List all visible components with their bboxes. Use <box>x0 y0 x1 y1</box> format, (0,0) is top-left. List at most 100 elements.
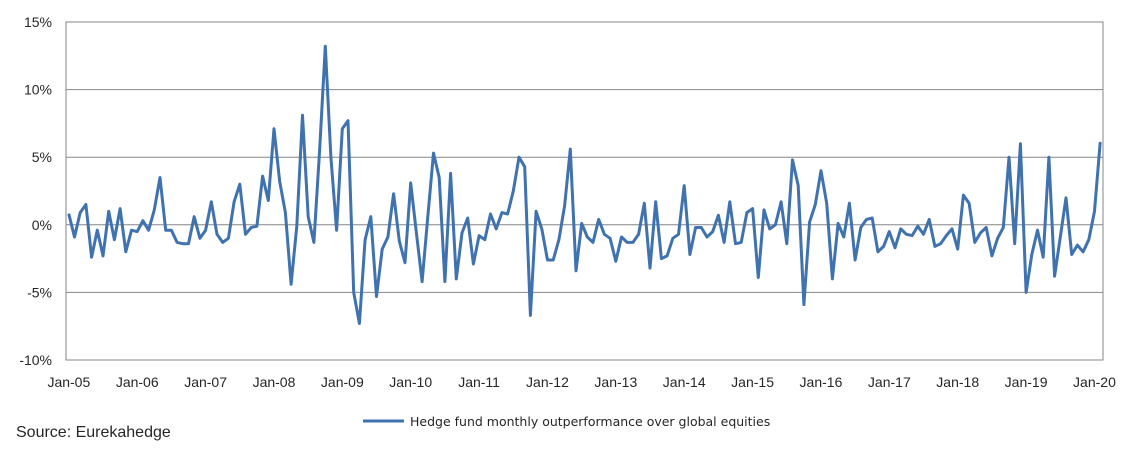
x-tick-label: Jan-12 <box>526 374 569 390</box>
data-point <box>580 222 583 225</box>
data-point <box>518 156 520 158</box>
data-point <box>729 201 731 203</box>
data-point <box>854 259 856 261</box>
data-point <box>472 263 475 265</box>
data-point <box>301 114 304 117</box>
data-point <box>352 291 355 294</box>
data-point <box>575 270 577 272</box>
data-point <box>193 215 195 218</box>
data-point <box>609 237 611 240</box>
x-tick-label: Jan-15 <box>731 374 774 390</box>
data-point <box>922 233 925 236</box>
data-point <box>398 240 401 242</box>
data-point <box>831 278 834 280</box>
data-point <box>786 242 788 245</box>
data-point <box>1042 256 1044 259</box>
data-point <box>1036 229 1039 231</box>
data-point <box>73 236 76 238</box>
data-point <box>968 202 970 204</box>
data-point <box>529 314 532 317</box>
data-point <box>250 226 252 229</box>
data-point <box>717 214 720 217</box>
data-point <box>164 229 167 231</box>
x-tick-label: Jan-09 <box>321 374 364 390</box>
data-point <box>512 190 515 192</box>
data-point <box>820 169 822 172</box>
y-tick-label: 0% <box>32 217 52 233</box>
data-point <box>370 215 372 218</box>
x-tick-label: Jan-05 <box>47 374 90 390</box>
data-point <box>1048 156 1050 158</box>
data-point <box>484 238 486 241</box>
data-point <box>991 255 993 257</box>
data-point <box>1059 236 1062 238</box>
y-tick-label: -10% <box>19 352 52 368</box>
data-point <box>757 276 760 279</box>
data-point <box>267 199 270 202</box>
data-point <box>643 202 646 204</box>
data-point <box>409 182 412 184</box>
series-group <box>67 44 1102 325</box>
data-point <box>1070 253 1073 256</box>
data-point <box>637 233 640 236</box>
data-point <box>495 228 498 230</box>
data-point <box>546 259 549 261</box>
data-point <box>1013 242 1016 245</box>
data-point <box>734 242 737 245</box>
data-point <box>694 226 697 229</box>
data-point <box>204 229 207 231</box>
y-axis-ticks: -10% -5% 0% 5% 10% 15% <box>19 14 52 368</box>
x-tick-label: Jan-14 <box>663 374 706 390</box>
x-tick-label: Jan-13 <box>594 374 637 390</box>
data-point <box>563 205 566 207</box>
data-point <box>825 202 828 204</box>
data-point <box>296 225 298 227</box>
data-point <box>814 203 817 206</box>
data-point <box>199 237 201 240</box>
data-point <box>501 211 503 214</box>
data-point <box>318 149 321 152</box>
data-point <box>387 236 389 238</box>
data-point <box>444 280 446 283</box>
data-point <box>313 241 315 244</box>
data-point <box>917 225 919 227</box>
data-point <box>256 225 258 227</box>
data-point <box>244 233 247 236</box>
data-point <box>335 229 338 231</box>
data-point <box>523 165 526 168</box>
data-point <box>654 201 657 203</box>
data-point <box>689 253 691 256</box>
data-point <box>882 245 885 248</box>
data-point <box>130 229 133 231</box>
data-point <box>421 280 423 283</box>
data-point <box>711 230 714 233</box>
data-point <box>848 202 851 204</box>
data-point <box>125 251 127 253</box>
x-tick-label: Jan-17 <box>868 374 911 390</box>
data-point <box>934 245 936 248</box>
data-point <box>791 159 794 161</box>
data-point <box>307 215 310 218</box>
data-point <box>1008 156 1010 158</box>
data-point <box>381 248 384 250</box>
data-point <box>871 217 873 219</box>
data-point <box>79 211 81 214</box>
data-point <box>928 218 930 221</box>
data-point <box>552 259 554 261</box>
data-point <box>147 229 150 231</box>
source-note: Source: Eurekahedge <box>16 424 171 441</box>
data-point <box>170 229 173 231</box>
gridlines <box>66 21 1103 361</box>
data-point <box>746 211 748 214</box>
data-point <box>506 213 509 215</box>
data-point <box>68 213 70 215</box>
x-tick-label: Jan-07 <box>184 374 227 390</box>
data-point <box>1099 141 1101 144</box>
data-point <box>216 233 218 236</box>
data-point <box>939 242 942 245</box>
data-point <box>324 45 327 48</box>
data-point <box>996 237 999 240</box>
data-point <box>626 241 628 244</box>
x-tick-label: Jan-11 <box>458 374 500 390</box>
